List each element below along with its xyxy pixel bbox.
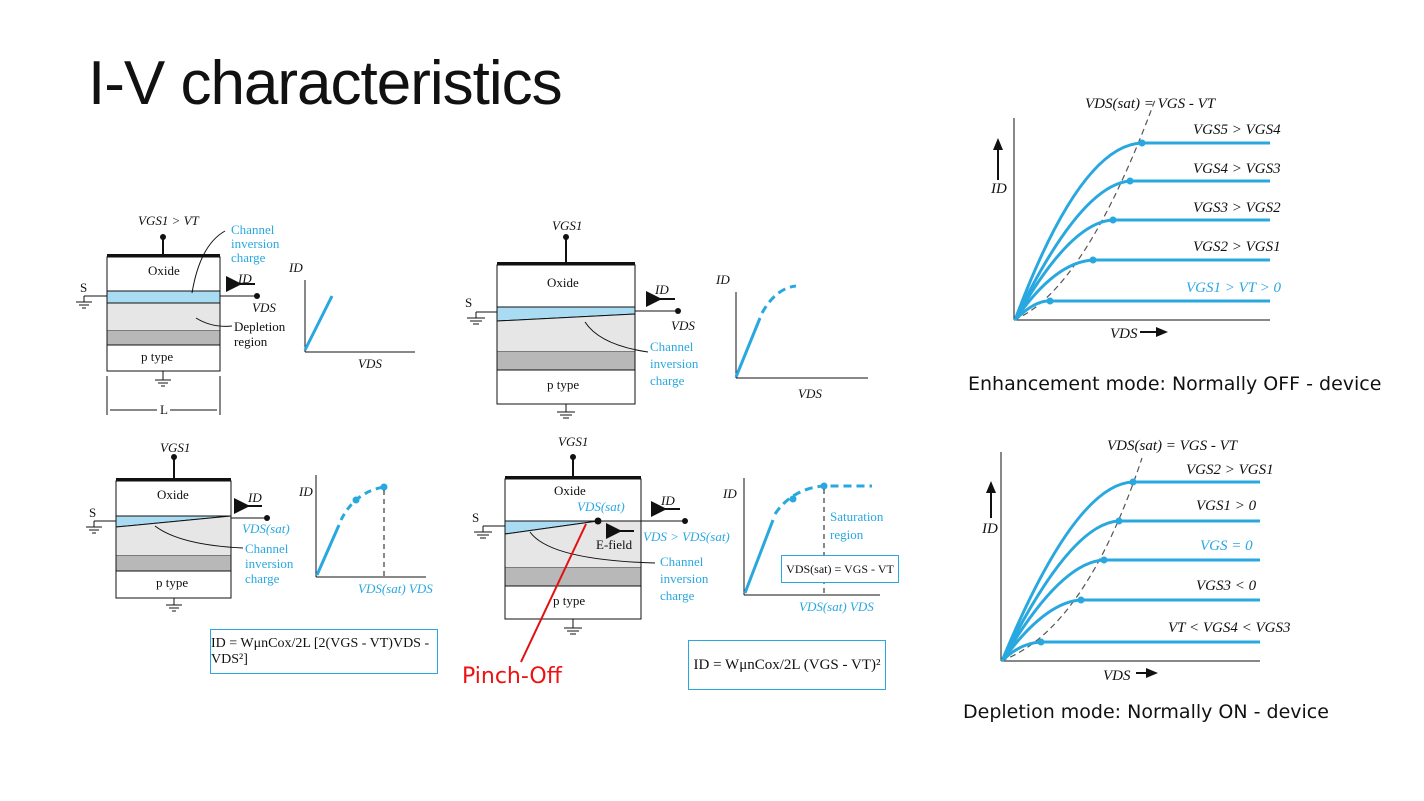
source-label-1: S — [80, 280, 87, 295]
oxide-label-2: Oxide — [547, 275, 579, 290]
channel-label-1b: inversion — [231, 236, 280, 251]
id-label-4: ID — [660, 493, 675, 508]
vds-label-1: VDS — [252, 300, 276, 315]
dep-curve-label-1: VGS2 > VGS1 — [1186, 462, 1274, 478]
plot-axis-3: VDS(sat) VDS — [358, 581, 433, 596]
mosfet-pinchoff-diagram: VGS1 Oxide VDS(sat) p type S ID E-field … — [472, 434, 884, 663]
enhancement-caption: Enhancement mode: Normally OFF - device — [968, 373, 1382, 395]
source-label-2: S — [465, 295, 472, 310]
source-label-4: S — [472, 510, 479, 525]
ptype-label-3: p type — [156, 575, 188, 590]
channel-label-4b: inversion — [660, 571, 709, 586]
mosfet-taper-diagram: VGS1 Oxide p type S ID VDS Channel inver… — [465, 218, 868, 419]
plot-id-1: ID — [288, 260, 303, 275]
ptype-label-2: p type — [547, 377, 579, 392]
vdssat-label-3: VDS(sat) — [242, 521, 290, 536]
gate-label-3: VGS1 — [160, 440, 190, 455]
channel-label-2b: inversion — [650, 356, 699, 371]
plot-id-4: ID — [722, 486, 737, 501]
enh-curve-label-1: VGS5 > VGS4 — [1193, 122, 1281, 138]
channel-label-2c: charge — [650, 373, 685, 388]
saturation-equation-box: ID = WμnCox/2L (VGS - VT)² — [688, 640, 886, 690]
depletion-label-a: Depletion — [234, 319, 286, 334]
enhancement-iv-chart: VDS(sat) = VGS - VT VGS5 > VGS4 VGS4 > V… — [990, 96, 1281, 342]
ptype-label-4: p type — [553, 593, 585, 608]
id-label-1: ID — [237, 271, 252, 286]
efield-label: E-field — [596, 537, 633, 552]
enh-curve-label-3: VGS3 > VGS2 — [1193, 200, 1281, 216]
length-label: L — [160, 402, 168, 417]
saturation-label-b: region — [830, 527, 864, 542]
dep-curve-label-3: VGS = 0 — [1200, 538, 1253, 554]
vdssat-equation-box: VDS(sat) = VGS - VT — [781, 555, 899, 583]
vds-label-2: VDS — [671, 318, 695, 333]
channel-label-3a: Channel — [245, 541, 289, 556]
slide-title: I-V characteristics — [88, 49, 563, 118]
enh-curve-label-5: VGS1 > VT > 0 — [1186, 280, 1281, 296]
vds-gt-sat-label: VDS > VDS(sat) — [643, 529, 730, 544]
pinch-off-label: Pinch-Off — [462, 664, 562, 689]
id-label-3: ID — [247, 490, 262, 505]
dep-x-axis: VDS — [1103, 668, 1131, 684]
gate-label-1: VGS1 > VT — [138, 213, 200, 228]
mosfet-linear-diagram: VGS1 > VT Oxide p type S L Channel inver… — [76, 213, 415, 417]
mosfet-sat-onset-diagram: VGS1 Oxide p type S ID VDS(sat) Channel … — [86, 440, 433, 612]
plot-axis-4: VDS(sat) VDS — [799, 599, 874, 614]
depletion-label-b: region — [234, 334, 268, 349]
channel-label-4c: charge — [660, 588, 695, 603]
enh-x-axis: VDS — [1110, 326, 1138, 342]
linear-equation-box: ID = WμnCox/2L [2(VGS - VT)VDS - VDS²] — [210, 629, 438, 674]
dep-sat-label: VDS(sat) = VGS - VT — [1107, 438, 1239, 454]
channel-label-3c: charge — [245, 571, 280, 586]
enh-sat-label: VDS(sat) = VGS - VT — [1085, 96, 1217, 112]
enhancement-curves — [1013, 141, 1270, 322]
depletion-iv-chart: VDS(sat) = VGS - VT VGS2 > VGS1 VGS1 > 0… — [981, 438, 1290, 684]
plot-id-3: ID — [298, 484, 313, 499]
oxide-label-3: Oxide — [157, 487, 189, 502]
channel-label-4a: Channel — [660, 554, 704, 569]
dep-curve-label-4: VGS3 < 0 — [1196, 578, 1257, 594]
dep-y-axis: ID — [981, 521, 998, 537]
channel-label-1a: Channel — [231, 222, 275, 237]
enh-curve-label-4: VGS2 > VGS1 — [1193, 239, 1281, 255]
saturation-label-a: Saturation — [830, 509, 884, 524]
source-label-3: S — [89, 505, 96, 520]
ptype-label-1: p type — [141, 349, 173, 364]
gate-label-4: VGS1 — [558, 434, 588, 449]
oxide-label-1: Oxide — [148, 263, 180, 278]
plot-id-2: ID — [715, 272, 730, 287]
dep-curve-label-5: VT < VGS4 < VGS3 — [1168, 620, 1290, 636]
channel-label-1c: charge — [231, 250, 266, 265]
plot-vds-2: VDS — [798, 386, 822, 401]
plot-vds-1: VDS — [358, 356, 382, 371]
id-label-2: ID — [654, 282, 669, 297]
vdssat-label-4: VDS(sat) — [577, 499, 625, 514]
oxide-label-4: Oxide — [554, 483, 586, 498]
enh-curve-label-2: VGS4 > VGS3 — [1193, 161, 1281, 177]
channel-label-2a: Channel — [650, 339, 694, 354]
depletion-caption: Depletion mode: Normally ON - device — [963, 701, 1329, 723]
enh-y-axis: ID — [990, 181, 1007, 197]
gate-label-2: VGS1 — [552, 218, 582, 233]
channel-label-3b: inversion — [245, 556, 294, 571]
dep-curve-label-2: VGS1 > 0 — [1196, 498, 1257, 514]
